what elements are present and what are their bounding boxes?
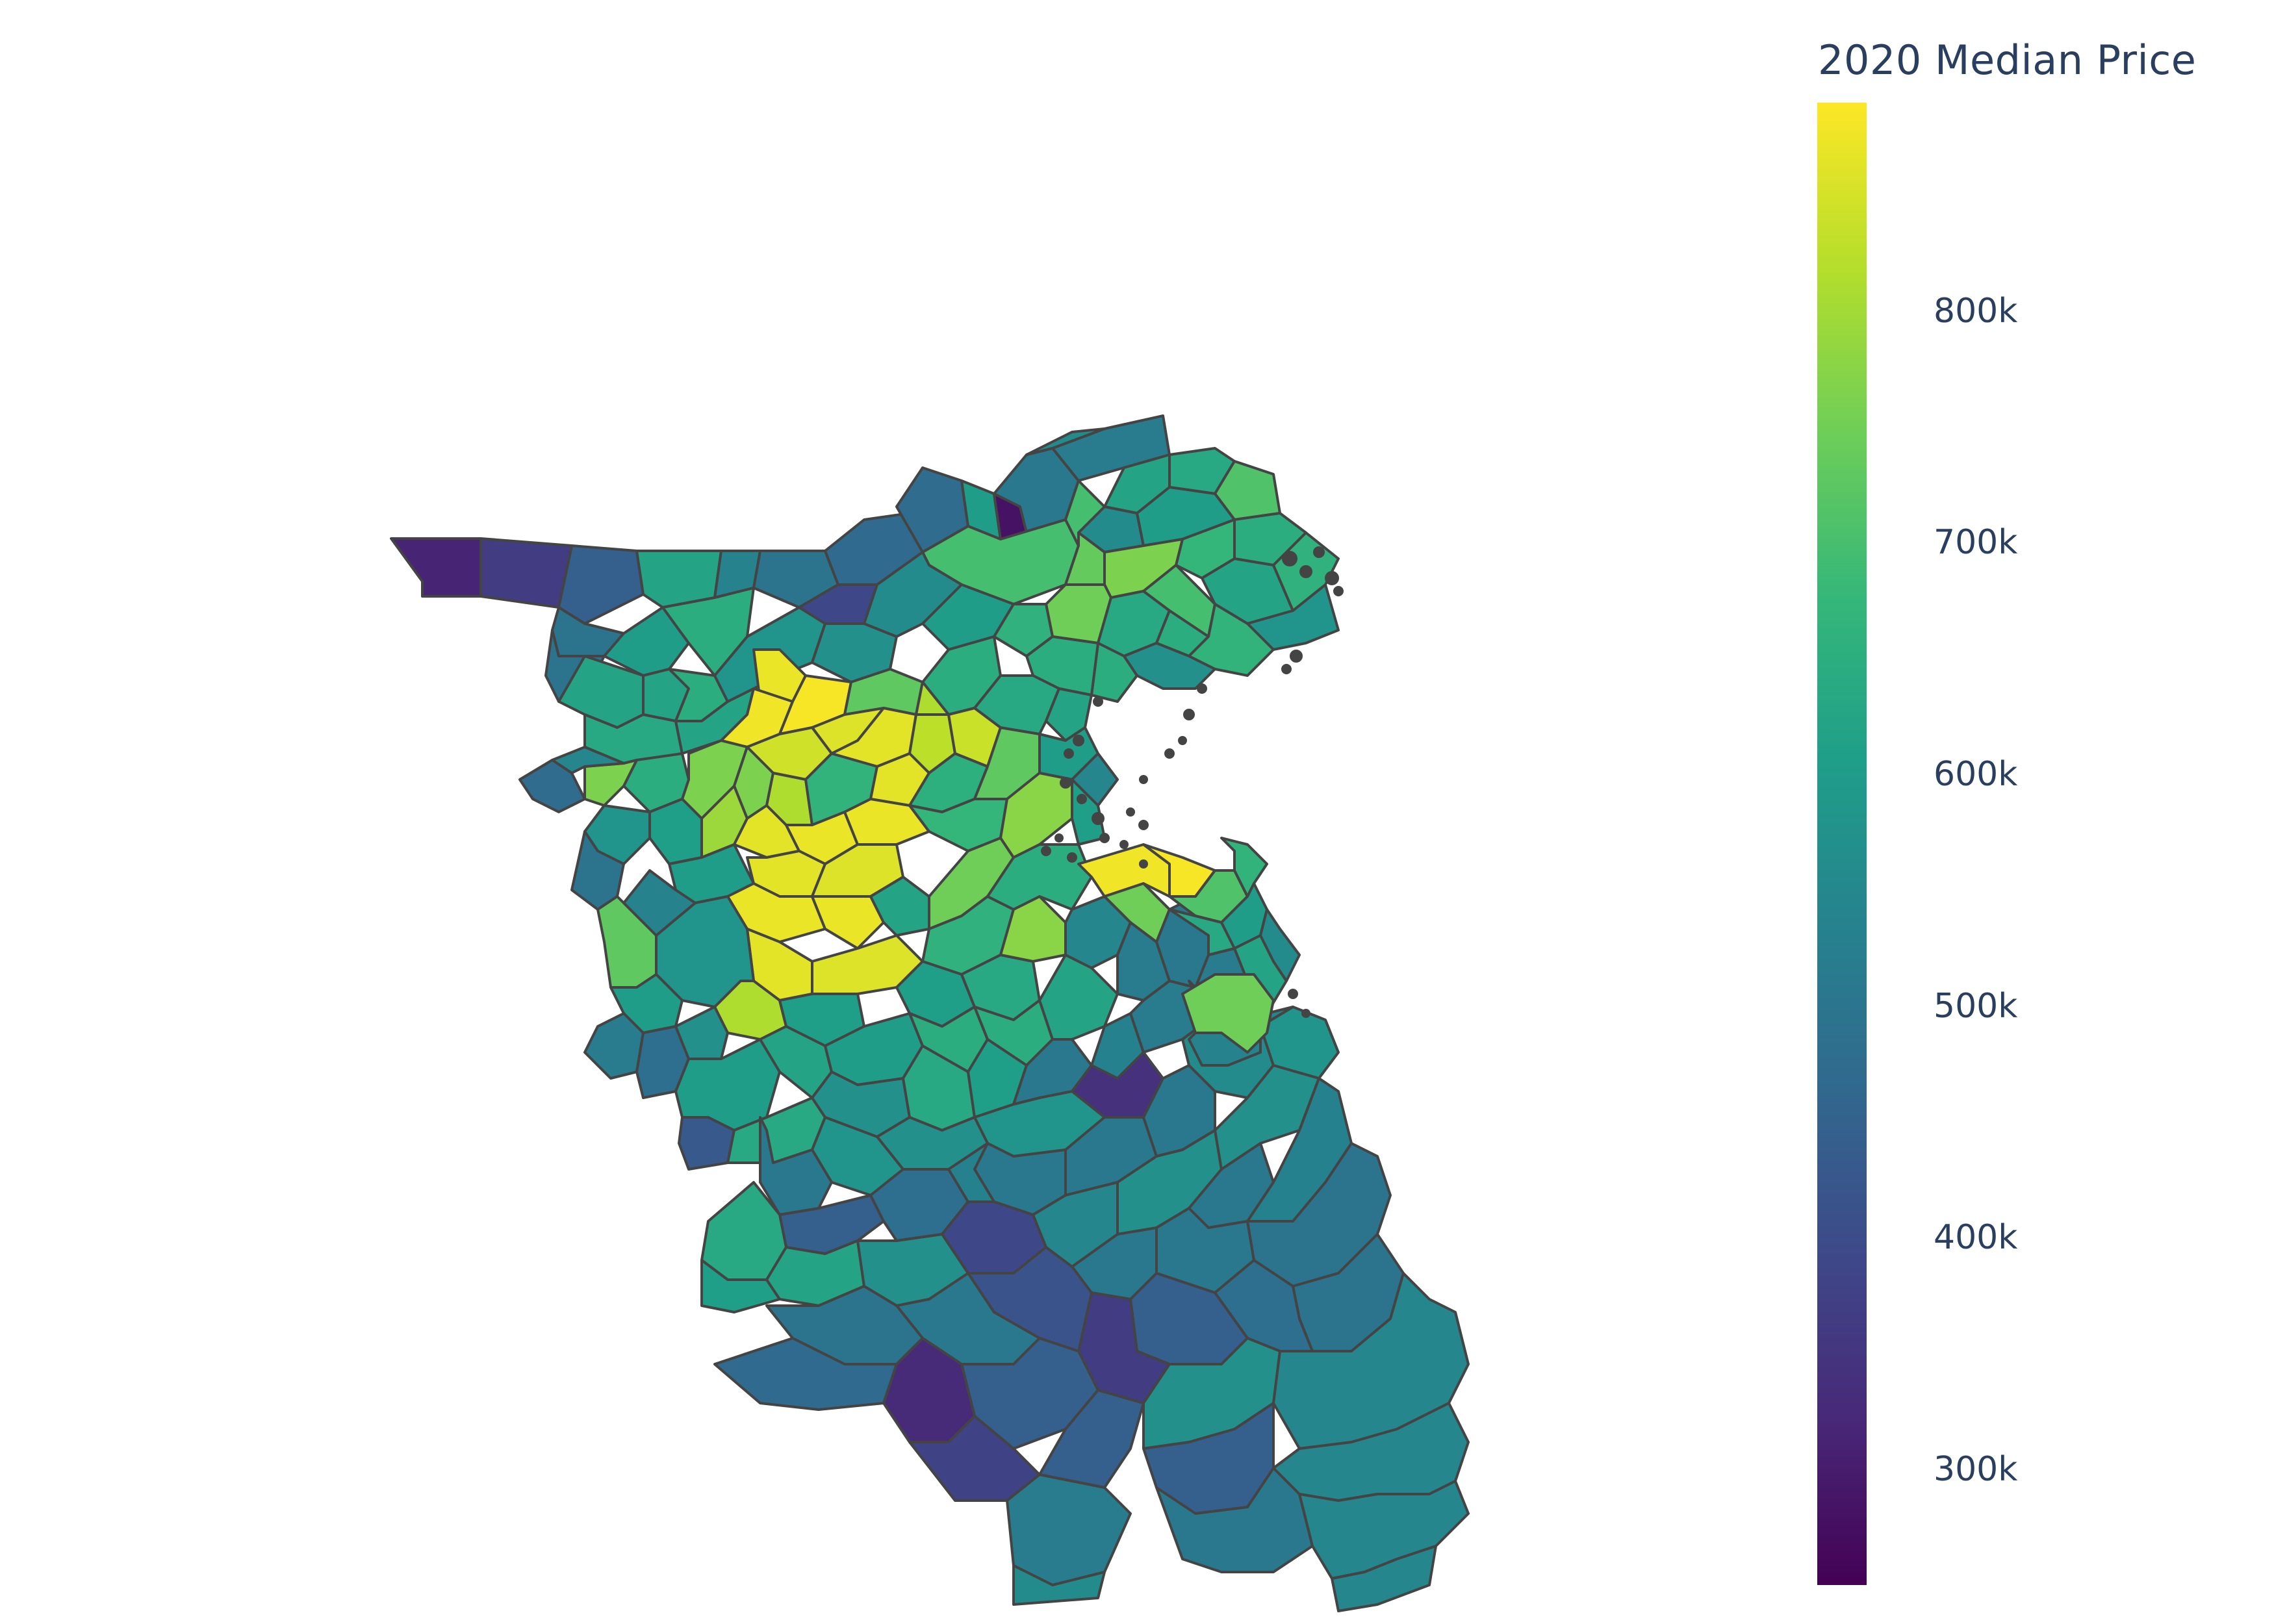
map-region[interactable] [908,1415,1041,1502]
map-region[interactable] [1259,908,1301,982]
coastal-island [1073,735,1084,746]
coastal-island [1054,833,1064,843]
map-svg[interactable] [0,0,1754,1624]
coastal-island [1077,794,1087,804]
coastal-island [1064,748,1074,759]
map-region[interactable] [947,1142,995,1203]
coastal-island [1281,664,1292,674]
map-region[interactable] [759,1116,833,1216]
coastal-island [1333,586,1344,596]
coastal-island [1301,1009,1310,1018]
colorbar-tick-label: 600k [1934,755,2018,794]
map-region[interactable] [557,544,645,625]
colorbar-tick-label: 700k [1934,523,2018,563]
coastal-island [1290,650,1303,663]
map-region[interactable] [1220,837,1268,898]
coastal-island [1060,777,1071,789]
coastal-island [1126,807,1135,817]
map-region[interactable] [678,1116,735,1171]
coastal-island [1325,571,1339,585]
colorbar-tick-label: 300k [1934,1449,2018,1489]
map-region[interactable] [518,759,586,813]
choropleth-map[interactable] [0,0,1754,1624]
map-region[interactable] [1006,1473,1132,1586]
coastal-island [1119,840,1129,849]
coastal-island [1067,852,1077,863]
coastal-island [1183,709,1195,720]
map-region[interactable] [993,603,1054,657]
coastal-island [1139,859,1148,869]
coastal-island [1197,683,1207,694]
coastal-island [1138,820,1149,830]
coastal-island [1041,846,1051,856]
coastal-island [1313,546,1325,558]
map-region[interactable] [390,537,482,598]
map-region[interactable] [674,1006,729,1060]
map-region[interactable] [973,674,1060,735]
map-region[interactable] [1181,973,1275,1054]
map-region[interactable] [1045,687,1093,742]
map-region[interactable] [811,895,885,950]
map-region[interactable] [1331,1545,1437,1612]
map-region[interactable] [551,746,625,774]
coastal-island [1139,775,1148,784]
colorbar [1817,103,1867,1585]
map-region[interactable] [1025,427,1106,456]
map-region[interactable] [1090,642,1138,703]
coastal-island [1093,696,1103,707]
map-region[interactable] [479,537,573,609]
colorbar-tick-label: 500k [1934,986,2018,1026]
map-region[interactable] [1012,1564,1106,1606]
map-region[interactable] [1103,882,1171,943]
map-region[interactable] [1064,479,1106,547]
coastal-island [1299,565,1312,578]
coastal-island [1099,833,1110,843]
colorbar-title: 2020 Median Price [1818,36,2197,84]
coastal-island [1288,989,1298,999]
map-region[interactable] [583,1012,645,1080]
map-region[interactable] [915,681,950,716]
coastal-island [1164,748,1175,759]
coastal-island [1282,551,1297,566]
coastal-island [1092,812,1105,825]
coastal-island [1178,736,1187,745]
map-region[interactable] [986,843,1093,911]
map-region[interactable] [622,869,696,937]
colorbar-tick-label: 400k [1934,1218,2018,1258]
colorbar-tick-label: 800k [1934,291,2018,331]
